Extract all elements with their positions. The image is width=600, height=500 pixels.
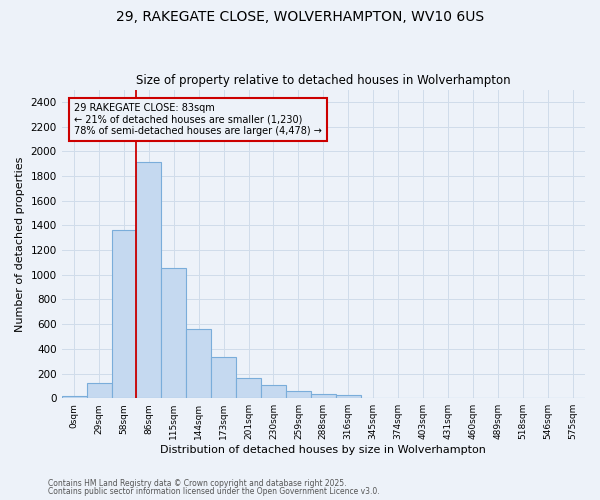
Bar [86,384,112,398]
Bar [261,384,286,398]
Bar [211,357,236,398]
Text: Contains HM Land Registry data © Crown copyright and database right 2025.: Contains HM Land Registry data © Crown c… [48,478,347,488]
Bar [286,390,311,398]
Bar [311,394,336,398]
Text: 29 RAKEGATE CLOSE: 83sqm
← 21% of detached houses are smaller (1,230)
78% of sem: 29 RAKEGATE CLOSE: 83sqm ← 21% of detach… [74,103,322,136]
Bar [186,329,211,398]
Bar [136,162,161,398]
Text: Contains public sector information licensed under the Open Government Licence v3: Contains public sector information licen… [48,487,380,496]
X-axis label: Distribution of detached houses by size in Wolverhampton: Distribution of detached houses by size … [160,445,486,455]
Bar [62,396,86,398]
Bar [112,230,136,398]
Y-axis label: Number of detached properties: Number of detached properties [15,156,25,332]
Bar [236,378,261,398]
Bar [336,395,361,398]
Text: 29, RAKEGATE CLOSE, WOLVERHAMPTON, WV10 6US: 29, RAKEGATE CLOSE, WOLVERHAMPTON, WV10 … [116,10,484,24]
Bar [161,268,186,398]
Title: Size of property relative to detached houses in Wolverhampton: Size of property relative to detached ho… [136,74,511,87]
